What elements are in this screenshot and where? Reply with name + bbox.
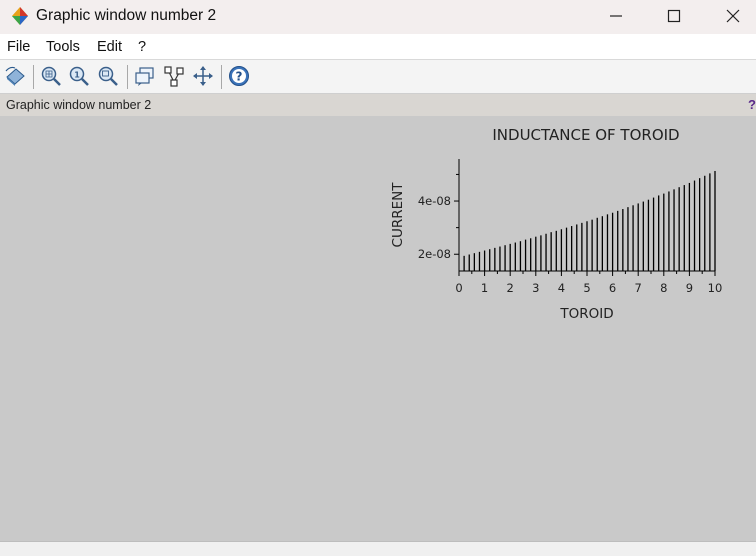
x-tick-label: 5 [583,281,590,295]
menu-file[interactable]: File [7,39,31,55]
x-tick-label: 6 [609,281,616,295]
toolbar-separator [127,65,128,89]
chart: INDUCTANCE OF TOROID CURRENT TOROID 0 1 2 3… [390,126,722,322]
maximize-button[interactable] [645,0,703,31]
x-tick-label: 2 [507,281,514,295]
toolbar-separator [221,65,222,89]
x-tick-label: 4 [558,281,565,295]
info-help-glyph[interactable]: ? [748,97,756,112]
y-tick-label: 2e-08 [418,247,451,261]
rotate-icon[interactable] [4,65,26,87]
y-axis-label: CURRENT [390,182,406,248]
status-bar [0,541,756,556]
close-icon [726,9,740,22]
y-tick-label: 4e-08 [418,194,451,208]
x-axis-ticks: 0 1 2 3 4 5 6 7 8 9 10 [455,271,722,295]
edit-plot-icon[interactable] [163,65,185,87]
info-bar-text: Graphic window number 2 [6,98,152,112]
x-tick-label: 7 [635,281,642,295]
zoom-out-icon[interactable] [97,65,119,87]
x-tick-label: 0 [455,281,462,295]
menu-bar: File Tools Edit ? [0,34,756,60]
zoom-original-icon[interactable]: 1 [68,65,90,87]
toolbar: 1 [0,60,756,94]
zoom-area-icon[interactable] [40,65,62,87]
x-axis-label: TOROID [559,306,613,322]
menu-help[interactable]: ? [138,39,147,55]
x-tick-label: 10 [708,281,723,295]
svg-text:?: ? [236,70,243,84]
minimize-icon [610,14,622,17]
chart-title: INDUCTANCE OF TOROID [492,126,679,144]
info-bar: Graphic window number 2 ? [0,94,756,116]
maximize-icon [667,9,681,22]
x-tick-label: 3 [532,281,539,295]
menu-edit[interactable]: Edit [97,39,122,55]
stem-series [463,170,716,271]
title-bar[interactable]: Graphic window number 2 [0,0,756,34]
minimize-button[interactable] [587,0,645,31]
plot-canvas[interactable]: INDUCTANCE OF TOROID CURRENT TOROID 0 1 2 3… [0,117,756,541]
x-tick-label: 8 [660,281,667,295]
y-axis-ticks: 2e-08 4e-08 [418,173,459,261]
help-icon[interactable]: ? [228,65,250,87]
x-tick-label: 9 [686,281,693,295]
window-title: Graphic window number 2 [36,7,217,24]
scilab-logo-icon [12,7,28,25]
menu-tools[interactable]: Tools [46,39,80,55]
x-tick-label: 1 [481,281,488,295]
svg-text:1: 1 [74,71,80,80]
toolbar-separator [33,65,34,89]
close-button[interactable] [704,0,756,31]
datatip-icon[interactable] [134,65,156,87]
pan-icon[interactable] [192,65,214,87]
